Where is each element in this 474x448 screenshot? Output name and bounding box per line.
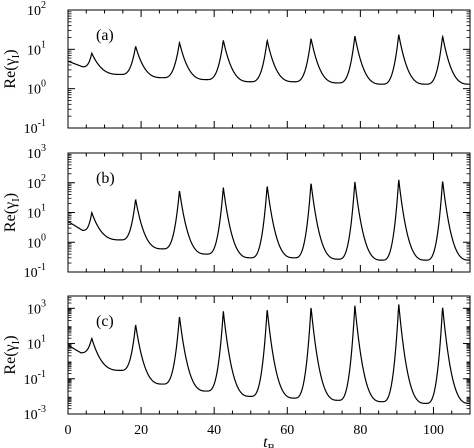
y-tick-label: 100 (27, 232, 46, 251)
series-line (67, 34, 470, 85)
panel-2: 10-1 100 101 102 103 Re(γI) (b) (2, 143, 471, 281)
x-tick-label: 20 (134, 423, 148, 438)
panel-label: (c) (96, 313, 114, 330)
panel-3: 10-3 10-1 101 103 0 20 40 60 80 100 tB Re(γI) (c) (2, 295, 471, 448)
panel-1: 10-1 100 101 102 Re(γI) (a) (2, 0, 471, 137)
panel-label: (a) (96, 27, 114, 44)
y-tick-label: 101 (27, 203, 46, 222)
x-tick-label: 60 (280, 423, 294, 438)
y-tick-label: 102 (27, 0, 46, 19)
y-tick-label: 102 (27, 173, 46, 192)
y-tick-label: 10-1 (24, 369, 46, 388)
y-tick-label: 103 (27, 298, 46, 317)
y-tick-label: 10-3 (24, 404, 46, 423)
y-tick-label: 101 (27, 39, 46, 58)
panel-label: (b) (96, 170, 115, 187)
plot-frame (67, 295, 471, 415)
series-line (67, 179, 470, 261)
y-tick-label: 10-1 (24, 118, 46, 137)
y-axis-label: Re(γI) (2, 335, 22, 374)
series-line (67, 304, 470, 404)
x-tick-label: 100 (423, 423, 444, 438)
plot-frame (67, 152, 471, 273)
y-tick-label: 10-1 (24, 262, 46, 281)
y-axis-label: Re(γI) (2, 193, 22, 232)
plot-frame (67, 9, 471, 129)
y-tick-label: 103 (27, 143, 46, 162)
x-tick-label: 40 (207, 423, 221, 438)
x-axis-label: tB (263, 434, 275, 448)
x-tick-label: 80 (353, 423, 367, 438)
y-axis-label: Re(γI) (2, 49, 22, 88)
y-tick-label: 100 (27, 79, 46, 98)
x-tick-label: 0 (65, 423, 72, 438)
y-tick-label: 101 (27, 334, 46, 353)
